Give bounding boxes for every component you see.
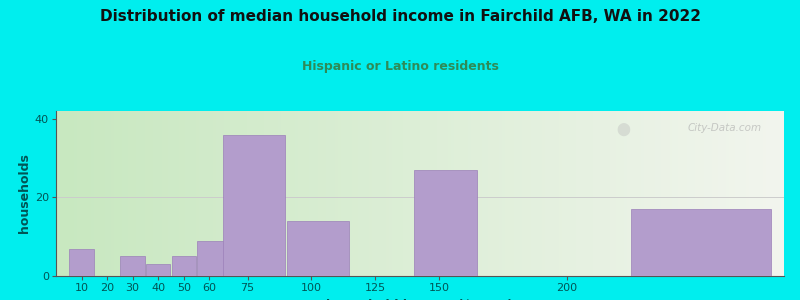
Bar [146, 264, 170, 276]
Text: Hispanic or Latino residents: Hispanic or Latino residents [302, 60, 498, 73]
Bar [414, 170, 477, 276]
Text: Distribution of median household income in Fairchild AFB, WA in 2022: Distribution of median household income … [99, 9, 701, 24]
Bar [121, 256, 145, 276]
Text: ⬤: ⬤ [617, 122, 630, 136]
Y-axis label: households: households [18, 154, 30, 233]
Bar [222, 135, 286, 276]
X-axis label: household income ($1000): household income ($1000) [326, 298, 514, 300]
Bar [286, 221, 349, 276]
Bar [631, 209, 770, 276]
Bar [197, 241, 234, 276]
Bar [70, 248, 94, 276]
Text: City-Data.com: City-Data.com [688, 122, 762, 133]
Bar [171, 256, 196, 276]
